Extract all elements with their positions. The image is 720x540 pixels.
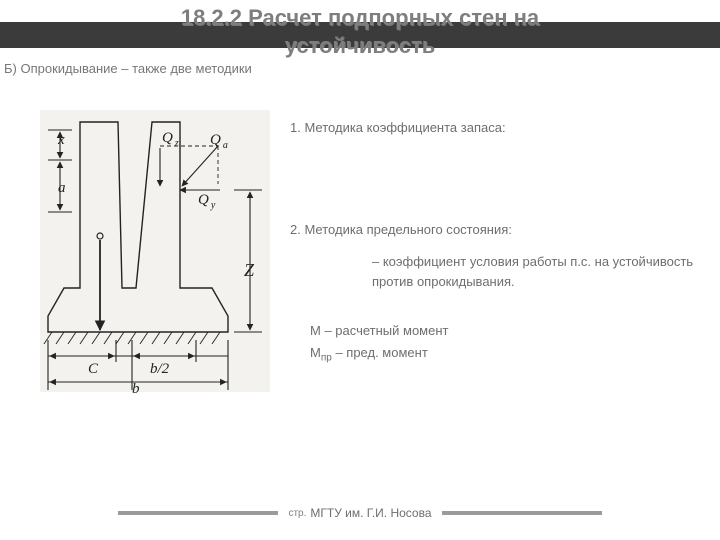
retaining-wall-diagram: xaQzQaQyZCb/2b <box>40 100 270 396</box>
title-line-1: 18.2.2 Расчет подпорных стен на <box>181 5 539 30</box>
footer-org: МГТУ им. Г.И. Носова <box>310 506 431 520</box>
svg-text:C: C <box>88 361 99 377</box>
svg-text:x: x <box>57 132 65 148</box>
page-label: стр. <box>288 508 306 519</box>
moment-m-pr: Mпр – пред. момент <box>310 342 449 367</box>
svg-text:b: b <box>132 381 140 396</box>
page-footer: стр. МГТУ им. Г.И. Носова <box>0 506 720 520</box>
svg-text:Z: Z <box>244 260 255 280</box>
moment-m-pr-sub: пр <box>321 353 332 364</box>
footer-rule-left <box>118 511 278 515</box>
moment-m-pr-prefix: M <box>310 345 321 360</box>
svg-text:b/2: b/2 <box>150 361 170 377</box>
title-line-2: устойчивость <box>285 33 436 58</box>
method-2-title: 2. Методика предельного состояния: <box>290 222 512 237</box>
section-subtitle: Б) Опрокидывание – также две методики <box>4 60 252 78</box>
method-2-body: – коэффициент условия работы п.с. на уст… <box>372 252 700 291</box>
footer-rule-right <box>442 511 602 515</box>
svg-text:a: a <box>58 180 66 196</box>
moment-m: M – расчетный момент <box>310 320 449 342</box>
page-title: 18.2.2 Расчет подпорных стен на устойчив… <box>0 0 720 59</box>
method-1-title: 1. Методика коэффициента запаса: <box>290 120 506 135</box>
moment-m-pr-suffix: – пред. момент <box>332 345 428 360</box>
moments-block: M – расчетный момент Mпр – пред. момент <box>310 320 449 367</box>
